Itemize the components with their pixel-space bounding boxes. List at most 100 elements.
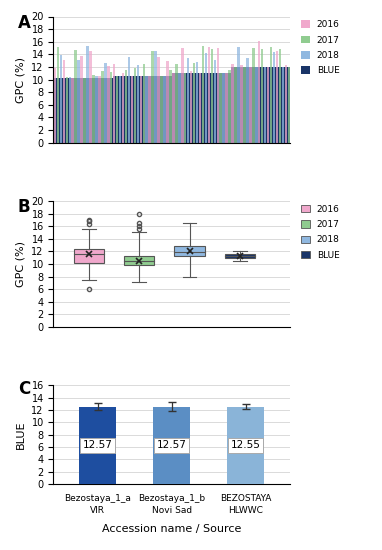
Bar [227,406,264,484]
Bar [255,67,257,142]
Bar [107,67,110,142]
Bar [181,48,183,142]
Bar [104,63,107,142]
Legend: 2016, 2017, 2018, BLUE: 2016, 2017, 2018, BLUE [299,19,342,77]
Bar [71,78,74,142]
Bar [267,67,269,142]
Bar [288,67,290,142]
Y-axis label: BLUE: BLUE [16,420,26,449]
Bar [237,47,240,142]
Bar [134,68,136,142]
Bar [154,51,157,142]
Bar [163,76,166,142]
Bar [101,71,104,142]
Text: 12.57: 12.57 [157,440,187,450]
Bar [282,67,284,142]
Bar [54,69,56,142]
Bar [169,70,172,142]
Legend: 2016, 2017, 2018, BLUE: 2016, 2017, 2018, BLUE [299,203,342,261]
Text: 12.57: 12.57 [83,440,113,450]
Bar [276,51,278,142]
Text: A: A [18,14,31,32]
Bar [178,73,181,142]
Bar [184,73,186,142]
Bar [166,61,169,142]
Bar [208,47,210,142]
Bar [225,73,228,142]
Bar [279,49,281,142]
Bar [78,60,80,142]
Bar [116,76,118,142]
Bar [172,73,175,142]
Bar [139,76,142,142]
Bar [234,67,237,142]
Bar [243,67,246,142]
Bar [151,51,154,142]
Bar [122,73,124,142]
Bar [190,71,193,142]
Y-axis label: GPC (%): GPC (%) [16,241,26,287]
Bar [60,55,62,142]
Bar [68,77,71,142]
Bar [249,67,252,142]
Bar [273,52,275,142]
Bar [74,50,77,142]
Bar [80,56,83,142]
Bar [137,65,139,142]
Bar [214,60,216,142]
Bar [199,73,201,142]
Bar [202,46,204,142]
Bar [83,78,86,142]
Bar [175,64,178,142]
Bar [270,47,272,142]
Text: B: B [18,199,31,216]
Bar [149,76,151,142]
Bar [124,256,154,265]
Bar [261,49,264,142]
Bar [258,41,261,142]
Bar [217,48,219,142]
Y-axis label: GPC (%): GPC (%) [16,57,26,102]
Bar [110,72,112,142]
Bar [113,64,115,142]
Bar [63,60,65,142]
Bar [231,67,290,142]
Bar [172,73,231,142]
Bar [128,57,130,142]
Bar [240,65,243,142]
Bar [119,76,121,142]
Bar [160,75,163,142]
Bar [74,250,104,263]
Bar [246,58,249,142]
Bar [57,47,59,142]
Bar [231,64,234,142]
Bar [66,77,68,142]
Bar [193,63,195,142]
X-axis label: Accession name / Source: Accession name / Source [102,524,241,534]
Text: C: C [18,381,30,398]
Bar [98,76,100,142]
Bar [89,51,92,142]
Bar [53,78,113,142]
Bar [146,76,148,142]
Bar [95,76,98,142]
Bar [225,255,255,257]
Bar [220,73,222,142]
Bar [113,76,172,142]
Bar [285,65,287,142]
Bar [205,53,207,142]
Bar [157,57,160,142]
Bar [125,70,127,142]
Bar [228,70,231,142]
Bar [210,49,213,142]
Bar [154,406,190,484]
Bar [187,58,189,142]
Bar [175,246,205,256]
Bar [264,67,266,142]
Bar [131,76,133,142]
Bar [86,46,89,142]
Bar [79,406,117,484]
Bar [142,64,145,142]
Bar [252,48,254,142]
Bar [222,73,225,142]
